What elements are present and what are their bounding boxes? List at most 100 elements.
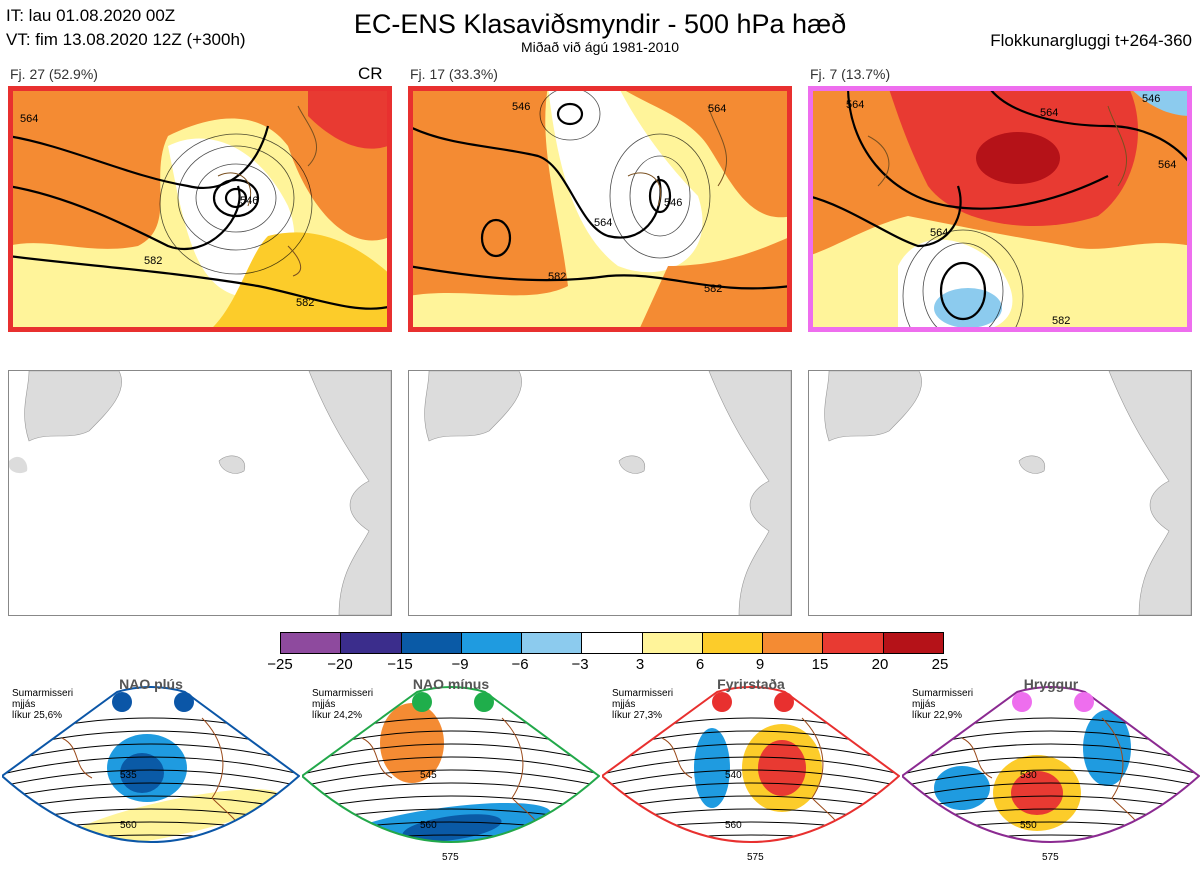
height-contour bbox=[302, 743, 599, 763]
contour-label: 575 bbox=[442, 852, 459, 863]
contour-label: 530 bbox=[1020, 770, 1037, 781]
contour-label: 560 bbox=[725, 820, 742, 831]
height-contour bbox=[2, 769, 299, 787]
height-contour bbox=[602, 782, 899, 799]
contour-label: 582 bbox=[548, 271, 566, 283]
contour-label: 535 bbox=[120, 770, 137, 781]
regime-marker bbox=[412, 692, 432, 712]
colorbar-tick-label: 20 bbox=[871, 656, 889, 673]
contour-label: 546 bbox=[240, 195, 258, 207]
base-map-2 bbox=[408, 370, 792, 616]
regime-title: NAO plús bbox=[119, 676, 183, 692]
contour-label: 564 bbox=[930, 227, 948, 239]
regime-panel: 545 560 575 NAO mínus Sumarmisseri mjjás lík… bbox=[300, 676, 601, 870]
contour-label: 564 bbox=[20, 113, 38, 125]
cluster-3-map: 564 546 564 564 564 582 bbox=[808, 86, 1192, 332]
regime-note: Sumarmisseri mjjás líkur 22,9% bbox=[912, 688, 974, 721]
regime-marker bbox=[174, 692, 194, 712]
regime-panel: 540 560 575 Fyrirstaða Sumarmisseri mjjás lí… bbox=[600, 676, 901, 870]
anomaly-area bbox=[1083, 710, 1131, 786]
regime-panel: 530 550 575 Hryggur Sumarmisseri mjjás líkur… bbox=[900, 676, 1200, 870]
regime-note: Sumarmisseri mjjás líkur 24,2% bbox=[312, 688, 374, 721]
contour-label: 582 bbox=[296, 297, 314, 309]
height-contour bbox=[602, 769, 899, 787]
colorbar-tick-label: 9 bbox=[755, 656, 765, 673]
height-contour bbox=[602, 756, 899, 775]
regime-panel: 535 560 NAO plús Sumarmisseri mjjás líkur 2… bbox=[0, 676, 301, 870]
classification-window: Flokkunargluggi t+264-360 bbox=[990, 31, 1192, 50]
height-contour bbox=[302, 782, 599, 799]
anomaly-strong-positive-area bbox=[308, 86, 388, 149]
colorbar-tick-label: 6 bbox=[695, 656, 705, 673]
colorbar-tick-label: −6 bbox=[511, 656, 529, 673]
height-contour bbox=[902, 795, 1199, 811]
regime-note: Sumarmisseri mjjás líkur 25,6% bbox=[12, 688, 74, 721]
height-contour bbox=[302, 756, 599, 775]
colorbar-tick-label: −9 bbox=[451, 656, 469, 673]
colorbar bbox=[280, 632, 944, 654]
cluster-1-tag: CR bbox=[358, 64, 383, 83]
regime-note: Sumarmisseri mjjás líkur 27,3% bbox=[612, 688, 674, 721]
regime-frame bbox=[600, 686, 901, 843]
height-contour bbox=[602, 795, 899, 811]
height-contour bbox=[902, 782, 1199, 799]
contour-label: 564 bbox=[1158, 159, 1176, 171]
height-contour bbox=[2, 782, 299, 799]
colorbar-tick-label: −15 bbox=[387, 656, 413, 673]
height-contours bbox=[808, 86, 1192, 321]
contour-label: 564 bbox=[1040, 107, 1058, 119]
colorbar-swatch bbox=[762, 633, 823, 653]
anomaly-area bbox=[64, 789, 280, 842]
colorbar-swatch bbox=[400, 633, 461, 653]
regime-marker bbox=[112, 692, 132, 712]
coastlines bbox=[867, 105, 1128, 187]
cluster-1-frame bbox=[8, 86, 392, 332]
contour-label: 560 bbox=[120, 820, 137, 831]
height-contour bbox=[302, 795, 599, 811]
height-contour bbox=[902, 743, 1199, 763]
anomaly-peak bbox=[976, 132, 1060, 184]
anomaly-area bbox=[1011, 771, 1063, 815]
colorbar-tick-label: −3 bbox=[571, 656, 589, 673]
valid-time: VT: fim 13.08.2020 12Z (+300h) bbox=[6, 30, 246, 49]
colorbar-tick-label: −25 bbox=[267, 656, 293, 673]
anomaly-positive-area bbox=[638, 236, 792, 332]
colorbar-swatch bbox=[460, 633, 522, 653]
contour-label: 564 bbox=[708, 103, 726, 115]
contour-label: 582 bbox=[704, 283, 722, 295]
init-time: IT: lau 01.08.2020 00Z bbox=[6, 6, 176, 25]
height-contours bbox=[8, 125, 392, 310]
page-title: EC-ENS Klasaviðsmyndir - 500 hPa hæð bbox=[353, 9, 847, 39]
contour-label: 564 bbox=[594, 217, 612, 229]
anomaly-positive-area bbox=[408, 86, 568, 296]
height-contour bbox=[602, 743, 899, 763]
anomaly-negative-area bbox=[1128, 86, 1192, 116]
base-map-3 bbox=[808, 370, 1192, 616]
colorbar-swatch bbox=[281, 633, 341, 653]
page-subtitle: Miðað við ágú 1981-2010 bbox=[520, 39, 679, 55]
regime-frame bbox=[0, 686, 301, 843]
height-contour bbox=[302, 769, 599, 787]
regime-title: Fyrirstaða bbox=[717, 676, 785, 692]
height-contour bbox=[2, 743, 299, 763]
height-contour bbox=[2, 795, 299, 811]
regime-title: Hryggur bbox=[1023, 676, 1079, 692]
contour-label: 560 bbox=[420, 820, 437, 831]
contour-label: 545 bbox=[420, 770, 437, 781]
colorbar-swatch bbox=[340, 633, 401, 653]
regime-frame bbox=[900, 686, 1200, 843]
height-contour bbox=[2, 756, 299, 775]
height-contours bbox=[408, 102, 792, 290]
colorbar-tick-label: 15 bbox=[811, 656, 829, 673]
cluster-3-label: Fj. 7 (13.7%) bbox=[810, 66, 891, 82]
anomaly-area bbox=[758, 740, 806, 796]
colorbar-tick-label: 25 bbox=[931, 656, 949, 673]
contour-label: 564 bbox=[846, 99, 864, 111]
contour-label: 546 bbox=[664, 197, 682, 209]
coastlines bbox=[217, 105, 318, 277]
cluster-2-label: Fj. 17 (33.3%) bbox=[410, 66, 498, 82]
anomaly-positive-area bbox=[618, 86, 792, 218]
colorbar-swatch bbox=[822, 633, 883, 653]
regime-marker bbox=[1074, 692, 1094, 712]
colorbar-swatch bbox=[581, 633, 642, 653]
